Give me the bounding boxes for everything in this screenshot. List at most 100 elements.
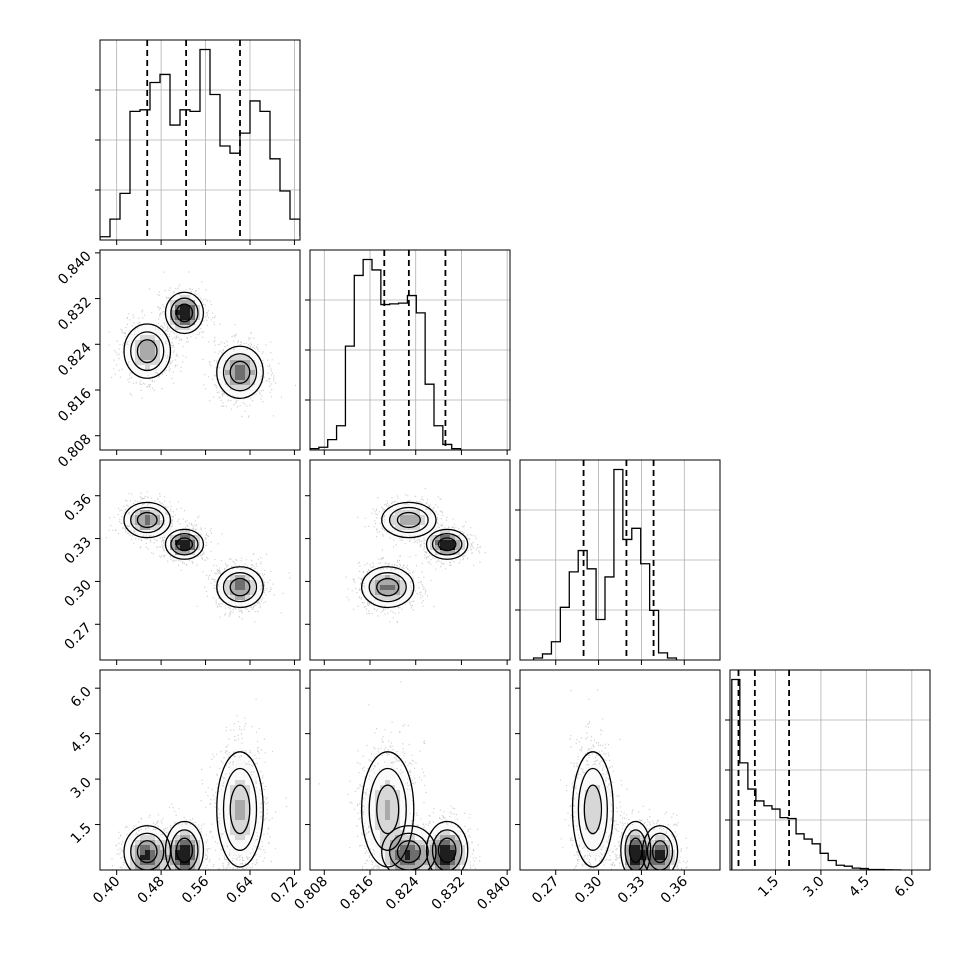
density-cell — [620, 845, 626, 851]
density-cell — [135, 370, 141, 376]
density-cell — [185, 535, 191, 541]
contour-line-1-1 — [170, 297, 199, 329]
density-cell — [255, 810, 261, 816]
density-cell — [620, 840, 626, 846]
density-cell — [225, 810, 231, 816]
density-cell — [170, 325, 176, 331]
contour-line-1-1 — [170, 533, 199, 556]
density-cell — [245, 360, 251, 366]
density-cell — [230, 800, 236, 806]
density-cell — [630, 830, 636, 836]
density-cell — [605, 825, 611, 831]
density-cell — [580, 775, 586, 781]
density-cell — [240, 845, 246, 851]
density-cell — [365, 800, 371, 806]
density-cell — [590, 800, 596, 806]
density-cell — [400, 860, 406, 866]
density-cell — [600, 785, 606, 791]
density-cell — [440, 540, 446, 546]
density-cell — [175, 530, 181, 536]
density-cell — [580, 795, 586, 801]
density-cell — [635, 860, 641, 866]
density-cell — [250, 595, 256, 601]
density-cell — [370, 790, 376, 796]
density-cell — [135, 340, 141, 346]
density-cell — [395, 590, 401, 596]
y-tick-label: 0.30 — [61, 577, 94, 610]
density-cell — [235, 600, 241, 606]
density-cell — [410, 830, 416, 836]
density-cell — [240, 580, 246, 586]
density-cell — [395, 855, 401, 861]
density-cell — [230, 375, 236, 381]
density-cell — [445, 845, 451, 851]
density-cell — [135, 530, 141, 536]
density-cell — [180, 530, 186, 536]
density-cell — [180, 310, 186, 316]
density-cell — [630, 855, 636, 861]
x-tick-label: 0.48 — [135, 874, 168, 907]
density-cell — [240, 815, 246, 821]
density-cell — [160, 840, 166, 846]
density-cell — [385, 830, 391, 836]
density-cell — [455, 860, 461, 866]
contour-line-1-1 — [431, 829, 463, 870]
contour-line-1-1 — [624, 829, 647, 870]
density-cell — [225, 820, 231, 826]
density-cell — [395, 510, 401, 516]
density-cell — [125, 865, 131, 870]
density-cell — [440, 850, 446, 856]
density-cell — [595, 835, 601, 841]
density-cell — [185, 310, 191, 316]
density-cell — [445, 855, 451, 861]
density-cell — [590, 850, 596, 856]
density-cell — [420, 515, 426, 521]
density-cell — [605, 795, 611, 801]
density-cell — [245, 785, 251, 791]
density-cell — [670, 865, 676, 870]
density-cell — [590, 820, 596, 826]
density-cell — [380, 800, 386, 806]
density-cell — [375, 595, 381, 601]
contour-line-1-2 — [175, 837, 194, 864]
contour-line-0-2 — [651, 840, 669, 864]
density-cell — [660, 835, 666, 841]
density-cell — [200, 310, 206, 316]
density-cell — [450, 865, 456, 870]
density-cell — [170, 860, 176, 866]
density-cell — [180, 305, 186, 311]
density-cell — [155, 865, 161, 870]
density-cell — [235, 350, 241, 356]
density-cell — [405, 800, 411, 806]
density-cell — [380, 830, 386, 836]
density-cell — [400, 865, 406, 870]
density-cell — [440, 840, 446, 846]
density-cell — [145, 520, 151, 526]
density-cell — [435, 855, 441, 861]
density-cell — [250, 805, 256, 811]
density-cell — [190, 325, 196, 331]
density-cell — [170, 835, 176, 841]
density-cell — [385, 575, 391, 581]
density-cell — [370, 810, 376, 816]
x-tick-label: 0.808 — [291, 874, 331, 914]
density-cell — [410, 855, 416, 861]
density-cell — [380, 775, 386, 781]
density-cell — [185, 860, 191, 866]
x-tick-label: 0.816 — [337, 873, 377, 913]
density-cell — [385, 770, 391, 776]
density-cell — [435, 840, 441, 846]
density-cell — [140, 835, 146, 841]
density-cell — [165, 840, 171, 846]
density-cell — [180, 300, 186, 306]
density-cell — [375, 810, 381, 816]
density-cell — [380, 825, 386, 831]
density-cell — [150, 335, 156, 341]
density-cell — [150, 510, 156, 516]
density-cell — [220, 575, 226, 581]
density-cell — [180, 295, 186, 301]
density-cell — [140, 365, 146, 371]
density-cell — [245, 845, 251, 851]
density-cell — [595, 850, 601, 856]
density-cell — [130, 515, 136, 521]
